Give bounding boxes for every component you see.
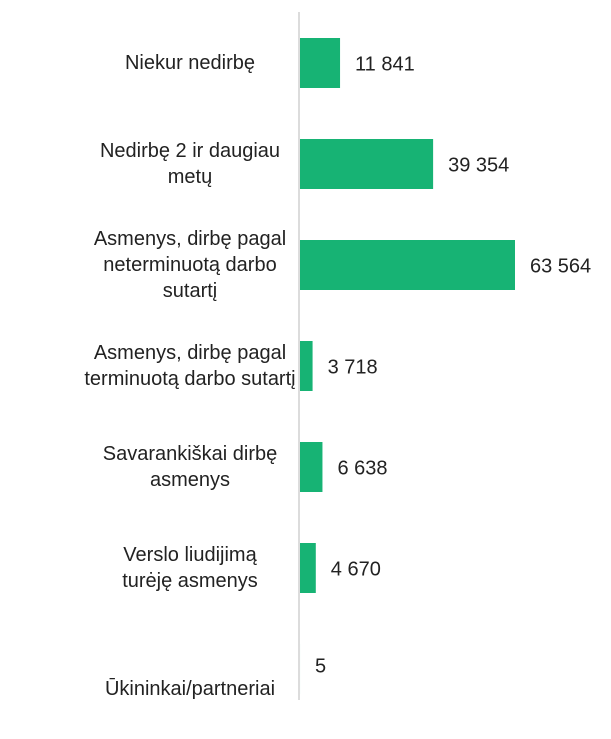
category-label: Savarankiškai dirbę asmenys	[95, 417, 285, 517]
value-label: 63 564	[530, 255, 591, 277]
category-text: Verslo liudijimą turėję asmenys	[98, 542, 283, 594]
value-label: 39 354	[448, 154, 509, 176]
category-label: Asmenys, dirbę pagal neterminuotą darbo …	[90, 215, 290, 315]
category-label: Niekur nedirbę	[55, 13, 325, 113]
value-label: 6 638	[337, 457, 387, 479]
bar	[300, 442, 322, 492]
category-text: Savarankiškai dirbę asmenys	[95, 441, 285, 493]
value-label: 11 841	[355, 53, 415, 75]
category-text: Asmenys, dirbę pagal terminuotą darbo su…	[55, 340, 325, 392]
value-label: 4 670	[331, 558, 381, 580]
category-label: Nedirbę 2 ir daugiau metų	[78, 114, 303, 214]
category-label: Asmenys, dirbę pagal terminuotą darbo su…	[55, 316, 325, 416]
category-label: Verslo liudijimą turėję asmenys	[98, 518, 283, 618]
category-text: Ūkininkai/partneriai	[105, 676, 275, 702]
bar	[300, 543, 316, 593]
category-text: Nedirbę 2 ir daugiau metų	[78, 138, 303, 190]
bar	[300, 139, 433, 189]
value-label: 3 718	[328, 356, 378, 378]
category-text: Niekur nedirbę	[125, 50, 255, 76]
category-text: Asmenys, dirbę pagal neterminuotą darbo …	[90, 226, 290, 304]
bar	[300, 240, 515, 290]
category-label: Ūkininkai/partneriai	[55, 639, 325, 739]
